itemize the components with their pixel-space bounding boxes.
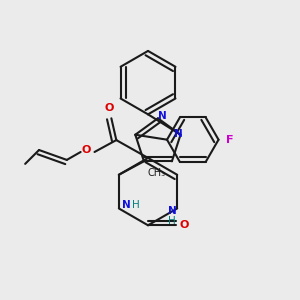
Text: F: F: [226, 135, 234, 145]
Text: O: O: [82, 145, 91, 155]
Text: H: H: [168, 216, 176, 226]
Text: CH₃: CH₃: [147, 168, 165, 178]
Text: H: H: [132, 200, 140, 211]
Text: N: N: [158, 111, 166, 121]
Text: N: N: [122, 200, 131, 211]
Text: N: N: [168, 206, 177, 216]
Text: O: O: [180, 220, 189, 230]
Text: N: N: [174, 129, 183, 139]
Text: O: O: [105, 103, 114, 113]
